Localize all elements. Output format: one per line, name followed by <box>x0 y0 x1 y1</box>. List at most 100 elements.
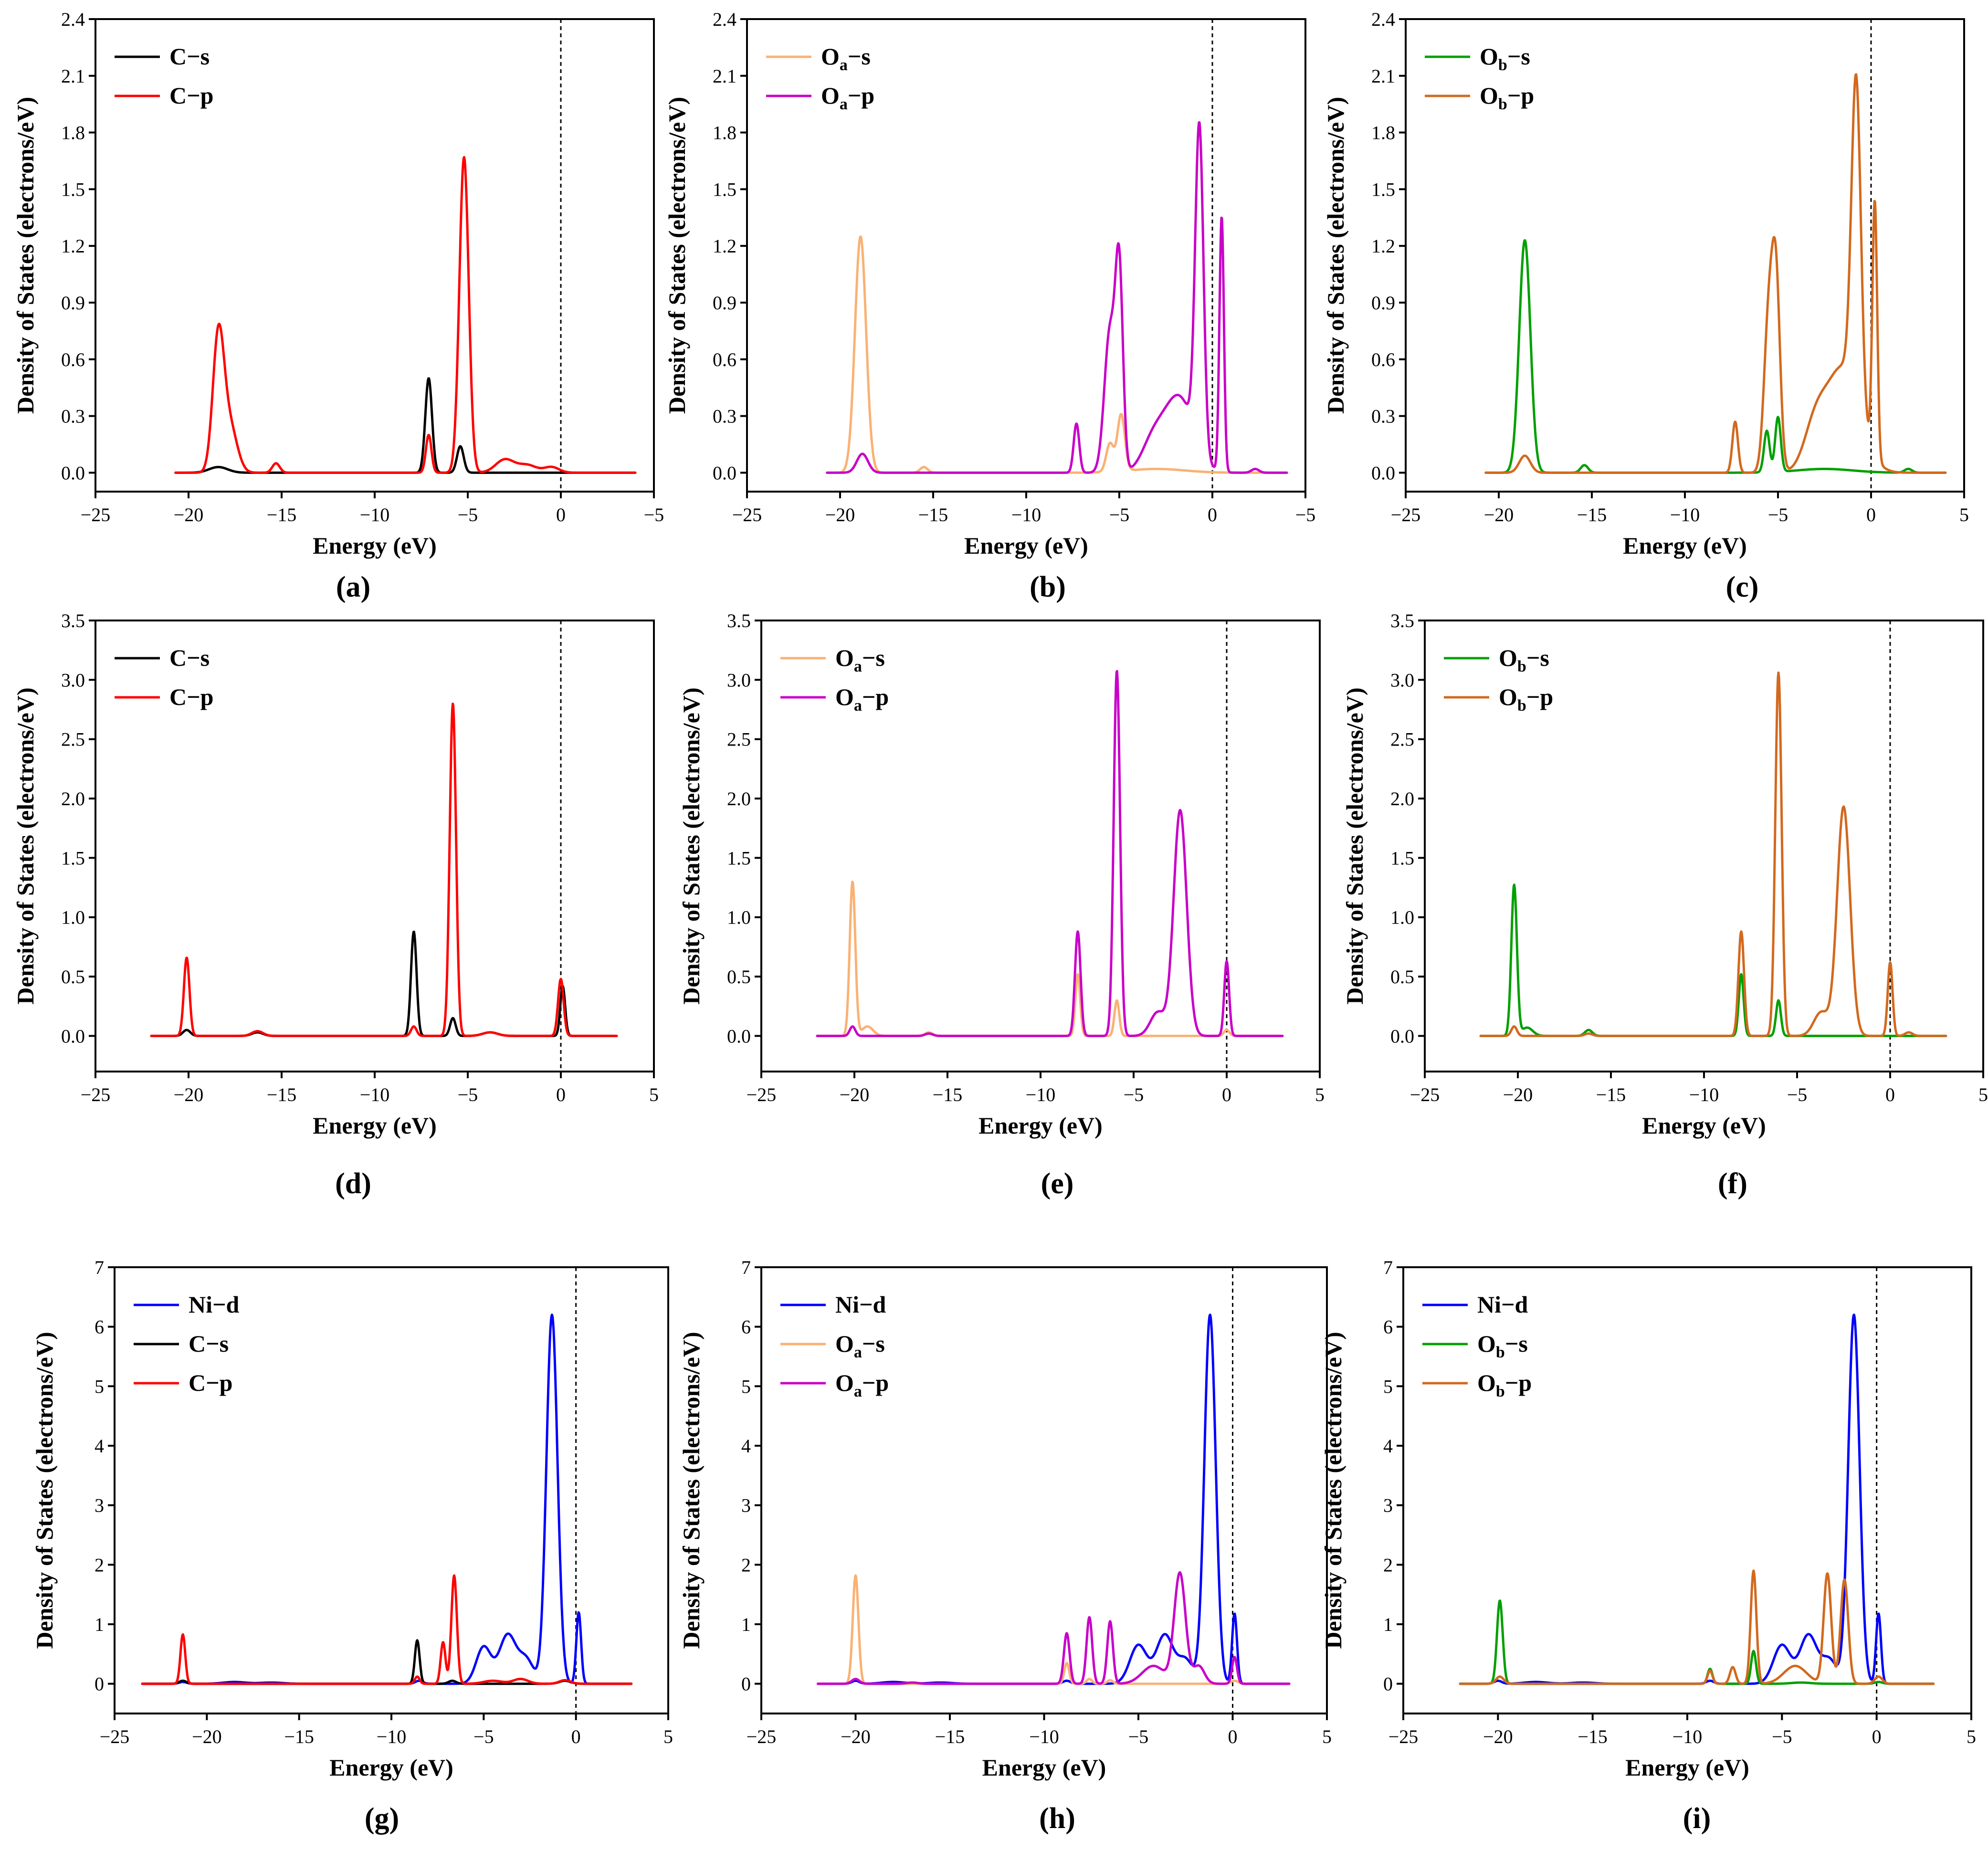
y-tick-label: 3.0 <box>1390 669 1414 691</box>
y-tick-label: 3.0 <box>727 669 751 691</box>
dos-panel-g: −25 −20 −15 −10 −5 0 5 0 1 2 3 4 5 6 7 Energy (eV) Densi… <box>31 1257 673 1835</box>
y-axis-title: Density of States (electrons/eV) <box>678 687 705 1004</box>
x-tick-label: 0 <box>571 1726 581 1747</box>
dos-curve-Oa−p <box>816 670 1284 1037</box>
x-tick-label: −5 <box>1124 1084 1144 1105</box>
dos-curve-C−s <box>150 930 618 1037</box>
y-tick-label: 1.0 <box>727 907 751 928</box>
y-tick-label: 2.0 <box>61 788 85 809</box>
y-tick-label: 2.5 <box>1390 729 1414 750</box>
dos-curve-Ob−s <box>1459 1599 1935 1685</box>
y-tick-label: 1.2 <box>1371 235 1395 257</box>
x-tick-label: −15 <box>918 504 948 526</box>
y-tick-label: 7 <box>95 1257 104 1278</box>
y-tick-label: 0.0 <box>727 1025 751 1047</box>
x-axis-title: Energy (eV) <box>313 532 437 559</box>
dos-panel-c: −25 −20 −15 −10 −5 0 5 0.0 0.3 0.6 0.9 1.2 1.5 1.8 2.1… <box>1322 9 1969 603</box>
x-tick-label: −15 <box>1578 1726 1608 1747</box>
legend-label: Ni−d <box>189 1291 239 1318</box>
x-tick-label: −25 <box>747 1084 777 1105</box>
x-tick-label: −5 <box>473 1726 494 1747</box>
dos-curve-C−p <box>141 1574 633 1685</box>
y-tick-label: 1.2 <box>61 235 85 257</box>
y-tick-label: 2.0 <box>727 788 751 809</box>
panel-caption: (e) <box>1041 1167 1074 1200</box>
y-tick-label: 1.5 <box>61 847 85 869</box>
dos-panel-b: −25 −20 −15 −10 −5 0 −5 0.0 0.3 0.6 0.9 1.2 1.5 1.8 2.… <box>663 9 1315 603</box>
legend-label: C−s <box>169 644 210 671</box>
y-tick-label: 1.5 <box>713 179 736 200</box>
y-tick-label: 0.0 <box>1371 462 1395 484</box>
x-tick-label: −20 <box>841 1726 871 1747</box>
legend-label: Oa−p <box>835 683 889 715</box>
legend-label: C−p <box>189 1369 232 1396</box>
y-tick-label: 2 <box>95 1554 104 1576</box>
y-tick-label: 0.3 <box>1371 406 1395 427</box>
x-tick-label: −20 <box>1484 504 1514 526</box>
legend-label: C−s <box>189 1330 229 1357</box>
x-tick-label: −10 <box>360 504 390 526</box>
x-tick-label: −25 <box>81 504 111 526</box>
y-tick-label: 1.5 <box>727 847 751 869</box>
y-tick-label: 2.4 <box>1371 9 1395 30</box>
x-tick-label: −5 <box>1768 504 1788 526</box>
y-tick-label: 0.3 <box>713 406 736 427</box>
legend-label: Oa−p <box>821 82 874 113</box>
x-tick-label: −10 <box>1689 1084 1719 1105</box>
x-tick-label: −10 <box>377 1726 407 1747</box>
dos-curve-Ob−p <box>1459 1569 1935 1685</box>
x-tick-label: −5 <box>1295 504 1316 526</box>
panel-caption: (d) <box>335 1167 371 1200</box>
y-tick-label: 4 <box>1383 1435 1393 1457</box>
y-tick-label: 3.5 <box>1390 610 1414 631</box>
y-tick-label: 0.6 <box>61 349 85 370</box>
y-axis-title: Density of States (electrons/eV) <box>1341 687 1368 1004</box>
y-tick-label: 0.6 <box>1371 349 1395 370</box>
x-tick-label: 5 <box>1978 1084 1988 1105</box>
y-tick-label: 2.1 <box>713 65 736 87</box>
y-axis-title: Density of States (electrons/eV) <box>31 1332 58 1649</box>
x-tick-label: 0 <box>1885 1084 1895 1105</box>
y-tick-label: 2.5 <box>727 729 751 750</box>
legend-label: C−p <box>169 683 213 710</box>
dos-curve-Oa−s <box>816 881 1284 1037</box>
y-tick-label: 1.5 <box>1371 179 1395 200</box>
y-tick-label: 2.0 <box>1390 788 1414 809</box>
x-tick-label: −20 <box>1503 1084 1533 1105</box>
x-tick-label: −5 <box>1128 1726 1149 1747</box>
x-axis-title: Energy (eV) <box>1625 1754 1749 1781</box>
y-tick-label: 0.9 <box>713 292 736 314</box>
x-axis-title: Energy (eV) <box>982 1754 1106 1781</box>
y-axis-title: Density of States (electrons/eV) <box>1322 97 1349 414</box>
panel-caption: (f) <box>1718 1167 1747 1200</box>
legend-label: Ni−d <box>1477 1291 1528 1318</box>
x-tick-label: −15 <box>1596 1084 1626 1105</box>
y-axis-title: Density of States (electrons/eV) <box>663 97 690 414</box>
y-tick-label: 0 <box>95 1673 104 1695</box>
x-tick-label: 5 <box>663 1726 673 1747</box>
y-tick-label: 0.0 <box>1390 1025 1414 1047</box>
y-tick-label: 2.4 <box>713 9 736 30</box>
legend-label: Ob−p <box>1477 1369 1532 1400</box>
x-tick-label: −25 <box>1410 1084 1440 1105</box>
x-tick-label: −10 <box>1011 504 1041 526</box>
dos-curve-C−s <box>141 1639 633 1685</box>
y-tick-label: 3 <box>95 1495 104 1516</box>
y-tick-label: 2 <box>1383 1554 1393 1576</box>
x-tick-label: −25 <box>1388 1726 1419 1747</box>
x-tick-label: 0 <box>1208 504 1217 526</box>
legend-label: Ob−s <box>1477 1330 1528 1361</box>
dos-curve-Ob−p <box>1484 73 1947 474</box>
x-tick-label: −15 <box>1577 504 1607 526</box>
y-tick-label: 2 <box>741 1554 751 1576</box>
y-tick-label: 0.6 <box>713 349 736 370</box>
dos-panel-d: −25 −20 −15 −10 −5 0 5 0.0 0.5 1.0 1.5 2.0 2.5 3.0 3.5… <box>12 610 659 1200</box>
x-axis-title: Energy (eV) <box>978 1112 1103 1139</box>
dos-panel-f: −25 −20 −15 −10 −5 0 5 0.0 0.5 1.0 1.5 2.0 2.5 3.0 3.5… <box>1341 610 1988 1200</box>
y-tick-label: 1.8 <box>1371 122 1395 144</box>
y-tick-label: 3 <box>1383 1495 1393 1516</box>
x-tick-label: −20 <box>1483 1726 1513 1747</box>
y-tick-label: 0 <box>1383 1673 1393 1695</box>
x-tick-label: 5 <box>1959 504 1969 526</box>
